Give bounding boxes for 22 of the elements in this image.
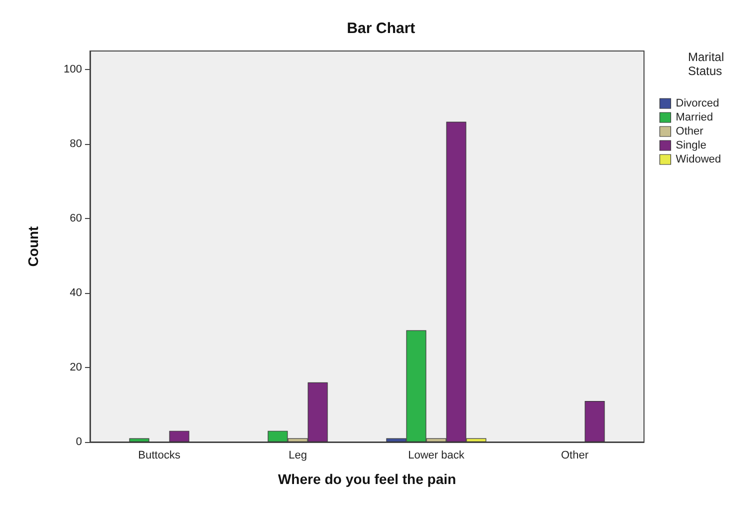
legend-title: Marital Status: [688, 50, 724, 78]
y-tick-label: 0: [76, 436, 82, 448]
chart-title: Bar Chart: [346, 20, 416, 37]
y-tick-label: 20: [70, 362, 82, 374]
x-tick-label: Buttocks: [138, 450, 181, 462]
y-tick-label: 40: [70, 287, 82, 300]
bar: [584, 401, 605, 442]
x-tick-label: Leg: [288, 450, 307, 462]
legend-label: Single: [676, 140, 706, 152]
bar: [129, 438, 150, 442]
x-axis-title: Where do you feel the pain: [278, 471, 456, 487]
x-tick-label: Other: [560, 450, 589, 462]
y-tick-label: 100: [64, 64, 82, 76]
legend-label: Other: [676, 126, 704, 138]
y-axis-title: Count: [25, 226, 41, 267]
legend-label: Divorced: [676, 98, 720, 110]
bar: [169, 430, 190, 442]
legend-label: Married: [676, 112, 714, 124]
y-tick-label: 60: [70, 212, 82, 225]
x-tick-label: Lower back: [408, 450, 465, 462]
legend-label: Widowed: [676, 154, 722, 166]
y-tick-label: 80: [70, 138, 82, 150]
